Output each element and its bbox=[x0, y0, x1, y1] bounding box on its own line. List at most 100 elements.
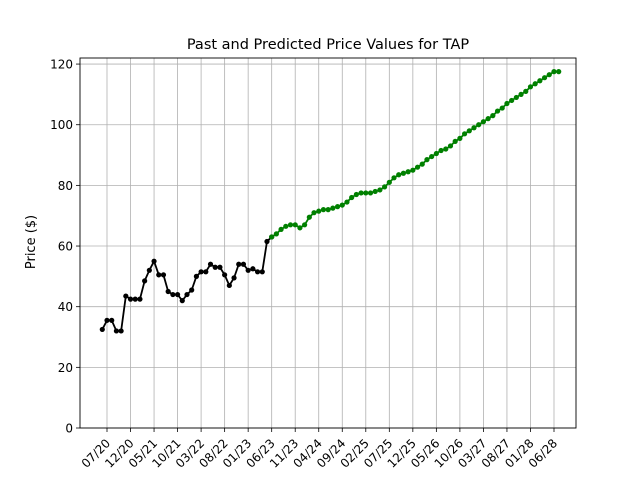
y-tick-label: 20 bbox=[58, 361, 73, 375]
y-tick-label: 80 bbox=[58, 179, 73, 193]
past-price-point bbox=[174, 291, 181, 298]
predicted-price-point bbox=[429, 153, 435, 160]
predicted-price-point bbox=[377, 187, 383, 193]
past-price-point bbox=[104, 317, 110, 323]
past-price-point bbox=[217, 264, 223, 270]
predicted-price-point bbox=[556, 69, 562, 75]
predicted-price-point bbox=[287, 222, 294, 228]
predicted-price-point bbox=[527, 84, 534, 90]
predicted-price-point bbox=[278, 226, 284, 232]
past-price-point bbox=[132, 296, 138, 302]
predicted-price-point bbox=[400, 170, 407, 176]
predicted-price-point bbox=[485, 116, 491, 122]
predicted-price-point bbox=[396, 172, 402, 178]
past-price-point bbox=[151, 258, 157, 264]
predicted-price-point bbox=[344, 199, 350, 205]
predicted-price-point bbox=[424, 157, 430, 163]
predicted-price-point bbox=[283, 223, 289, 229]
predicted-price-point bbox=[349, 194, 355, 201]
past-price-point bbox=[212, 264, 218, 270]
predicted-price-point bbox=[297, 225, 303, 231]
y-axis-label: Price ($) bbox=[24, 215, 39, 269]
past-price-point bbox=[264, 238, 270, 245]
past-price-point bbox=[250, 266, 256, 272]
predicted-price-point bbox=[494, 108, 501, 114]
past-price-point bbox=[99, 326, 105, 333]
chart-title: Past and Predicted Price Values for TAP bbox=[187, 37, 470, 53]
predicted-price-point bbox=[537, 78, 543, 84]
predicted-price-point bbox=[273, 231, 279, 237]
predicted-price-point bbox=[541, 75, 548, 81]
past-price-point bbox=[123, 293, 129, 299]
past-price-point bbox=[165, 288, 171, 295]
past-price-point bbox=[113, 328, 120, 334]
past-price-point bbox=[259, 269, 265, 275]
predicted-price-point bbox=[302, 222, 308, 228]
predicted-price-point bbox=[334, 204, 341, 210]
past-price-point bbox=[156, 272, 162, 278]
past-price-point bbox=[245, 267, 251, 273]
predicted-price-point bbox=[546, 72, 552, 78]
predicted-price-point bbox=[438, 147, 444, 154]
past-price-point bbox=[118, 328, 124, 334]
past-price-point bbox=[179, 298, 185, 304]
axes bbox=[76, 57, 577, 432]
predicted-price-point bbox=[330, 205, 336, 211]
past-price-point bbox=[127, 296, 134, 302]
predicted-price-point bbox=[382, 184, 388, 190]
y-tick-label: 100 bbox=[50, 118, 73, 132]
past-price-point bbox=[207, 261, 214, 267]
predicted-price-point bbox=[447, 143, 454, 149]
past-price-point bbox=[226, 282, 232, 289]
past-price-point bbox=[198, 269, 204, 275]
predicted-price-point bbox=[466, 128, 472, 134]
predicted-price-point bbox=[410, 167, 416, 173]
predicted-price-point bbox=[471, 125, 477, 131]
predicted-price-point bbox=[452, 138, 458, 144]
predicted-price-point bbox=[391, 175, 397, 181]
y-tick-label: 120 bbox=[50, 58, 73, 72]
predicted-price-point bbox=[292, 222, 298, 228]
predicted-price-point bbox=[499, 105, 505, 111]
predicted-price-point bbox=[306, 214, 312, 220]
predicted-price-point bbox=[353, 191, 359, 198]
predicted-price-point bbox=[457, 135, 463, 141]
past-price-point bbox=[236, 261, 242, 267]
predicted-price-point bbox=[372, 188, 378, 195]
predicted-price-point bbox=[523, 88, 529, 94]
past-price-line bbox=[101, 236, 273, 332]
predicted-price-point bbox=[325, 207, 331, 213]
predicted-price-point bbox=[462, 131, 468, 137]
predicted-price-point bbox=[476, 122, 482, 128]
predicted-price-point bbox=[320, 207, 327, 213]
predicted-price-point bbox=[551, 69, 557, 75]
predicted-price-point bbox=[316, 208, 322, 214]
predicted-price-point bbox=[358, 190, 364, 196]
past-price-point bbox=[193, 273, 199, 279]
series-points bbox=[99, 69, 562, 334]
y-tick-label: 40 bbox=[58, 300, 73, 314]
past-price-point bbox=[203, 269, 209, 275]
past-price-point bbox=[254, 269, 261, 275]
predicted-price-point bbox=[311, 210, 317, 216]
predicted-price-point bbox=[433, 150, 439, 157]
y-tick-label: 0 bbox=[65, 422, 73, 436]
predicted-price-point bbox=[490, 113, 496, 119]
predicted-price-point bbox=[518, 91, 524, 97]
predicted-price-point bbox=[443, 146, 449, 152]
past-price-point bbox=[240, 261, 247, 267]
predicted-price-point bbox=[269, 234, 275, 240]
past-price-point bbox=[160, 272, 167, 278]
y-tick-label: 60 bbox=[58, 240, 73, 254]
predicted-price-point bbox=[339, 202, 345, 208]
predicted-price-point bbox=[414, 164, 421, 170]
predicted-price-point bbox=[509, 97, 515, 104]
past-price-point bbox=[109, 317, 115, 323]
series-lines bbox=[101, 70, 559, 332]
predicted-price-point bbox=[386, 179, 392, 185]
past-price-point bbox=[146, 267, 152, 273]
grid-lines bbox=[80, 58, 576, 429]
predicted-price-point bbox=[363, 190, 369, 196]
